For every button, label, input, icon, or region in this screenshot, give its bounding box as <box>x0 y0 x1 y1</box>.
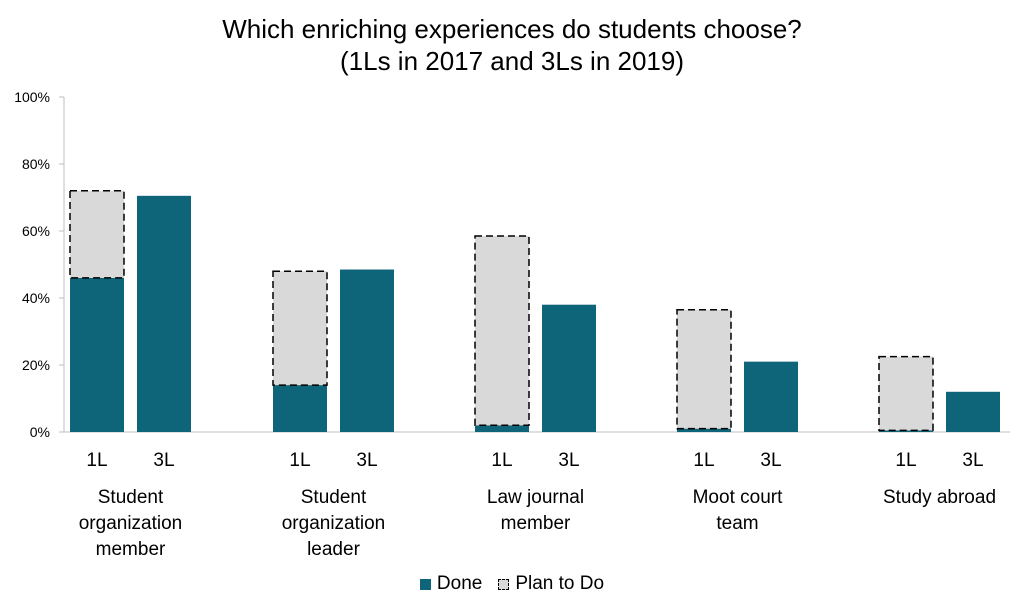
bar-done-3L <box>744 361 798 432</box>
y-tick-label: 0% <box>30 424 50 440</box>
bar-plan-1L <box>474 235 530 427</box>
sub-category-label: 1L <box>895 450 916 471</box>
sub-category-label: 1L <box>693 450 714 471</box>
chart-title-line-2: (1Ls in 2017 and 3Ls in 2019) <box>339 46 685 76</box>
legend: Done Plan to Do <box>0 573 1024 595</box>
bar-done-3L <box>137 195 191 432</box>
sub-category-label: 3L <box>153 450 174 471</box>
bar-done-1L <box>677 428 731 432</box>
legend-swatch-plan <box>498 578 510 590</box>
category-label: organization <box>79 513 183 534</box>
bar-plan-1L <box>272 270 328 386</box>
sub-category-label: 1L <box>491 450 512 471</box>
bar-plan-1L <box>69 190 125 279</box>
category-label: leader <box>307 539 360 560</box>
y-tick-label: 20% <box>22 357 50 373</box>
legend-swatch-done <box>419 578 431 590</box>
y-tick-label: 80% <box>22 156 50 172</box>
bar-done-1L <box>475 425 529 432</box>
bar-done-3L <box>946 391 1000 432</box>
legend-label-plan: Plan to Do <box>515 573 605 594</box>
category-label: team <box>716 513 758 534</box>
category-label: Study abroad <box>883 487 996 508</box>
bar-done-3L <box>542 304 596 432</box>
y-tick-label: 40% <box>22 290 50 306</box>
y-tick-label: 60% <box>22 223 50 239</box>
sub-category-label: 1L <box>86 450 107 471</box>
bar-done-3L <box>340 269 394 432</box>
category-label: Student <box>301 487 367 508</box>
category-label: Law journal <box>487 487 584 508</box>
y-tick-label: 100% <box>14 89 50 105</box>
sub-category-label: 3L <box>962 450 983 471</box>
bar-done-1L <box>70 277 124 432</box>
category-label: member <box>501 513 571 534</box>
sub-category-label: 3L <box>760 450 781 471</box>
category-label: organization <box>282 513 386 534</box>
bar-done-1L <box>879 430 933 432</box>
category-label: Moot court <box>693 487 783 508</box>
sub-category-label: 1L <box>289 450 310 471</box>
category-label: member <box>96 539 166 560</box>
sub-category-label: 3L <box>558 450 579 471</box>
bar-done-1L <box>273 385 327 432</box>
legend-item-done: Done <box>419 573 483 595</box>
bar-plan-1L <box>878 355 934 432</box>
legend-label-done: Done <box>436 573 483 594</box>
legend-item-plan: Plan to Do <box>498 573 604 595</box>
chart-title-line-1: Which enriching experiences do students … <box>222 14 802 44</box>
bar-plan-1L <box>676 308 732 430</box>
category-label: Student <box>98 487 164 508</box>
sub-category-label: 3L <box>356 450 377 471</box>
